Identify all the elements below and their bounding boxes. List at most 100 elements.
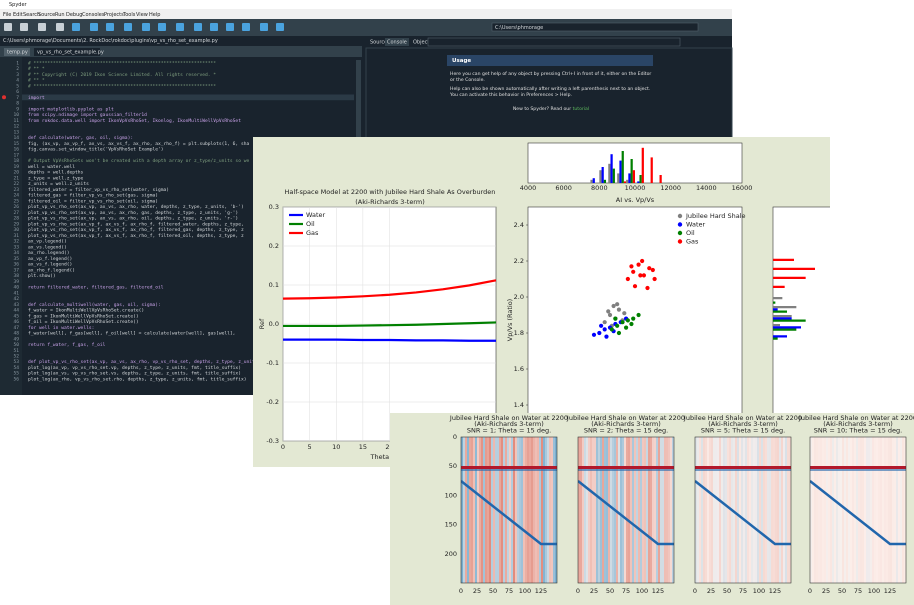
line-number: 40 [13, 285, 19, 291]
x-tick-label: 25 [590, 587, 598, 595]
noise-trace [481, 437, 483, 583]
noise-trace [672, 437, 674, 583]
noise-trace [602, 437, 604, 583]
menu-item[interactable]: Debug [66, 12, 82, 18]
noise-trace [604, 437, 606, 583]
figure-window: Half-space Model at 2200 with Jubilee Ha… [253, 137, 914, 467]
noise-trace [874, 437, 876, 583]
panel-title: SNR = 5; Theta = 15 deg. [701, 426, 785, 434]
code-line: def calculate(water, gas, oil, sigma): [28, 135, 133, 141]
noise-trace [882, 437, 884, 583]
noise-trace [755, 437, 757, 583]
editor-tab[interactable] [34, 48, 100, 56]
noise-trace [487, 437, 489, 583]
noise-trace [592, 437, 594, 583]
hist-bar [773, 317, 792, 320]
hist-bar [773, 337, 778, 340]
axes [460, 436, 558, 584]
tutorial-link[interactable]: tutorial [572, 106, 590, 112]
line-number: 20 [13, 170, 19, 176]
figure-window: Jubilee Hard Shale on Water at 2200(Aki-… [390, 413, 914, 605]
toolbar-button[interactable] [276, 23, 284, 31]
menu-item[interactable]: Search [23, 12, 40, 18]
scatter-point [641, 273, 647, 278]
line-number: 47 [13, 325, 19, 331]
toolbar-button[interactable] [260, 23, 268, 31]
menu-item[interactable]: Edit [13, 12, 23, 18]
noise-trace [717, 437, 719, 583]
menu-item[interactable]: Run [55, 12, 65, 18]
y-tick-label: 1.6 [514, 365, 524, 373]
line-number: 53 [13, 359, 19, 365]
menu-item[interactable]: Help [149, 12, 160, 18]
noise-trace [626, 437, 628, 583]
noise-trace [519, 437, 521, 583]
toolbar-button[interactable] [242, 23, 250, 31]
toolbar-button[interactable] [226, 23, 234, 31]
noise-trace [705, 437, 707, 583]
menu-item[interactable]: Projects [104, 12, 124, 18]
x-tick-label: 10 [332, 443, 340, 451]
noise-trace [860, 437, 862, 583]
toolbar-button[interactable] [158, 23, 166, 31]
noise-trace [541, 437, 543, 583]
hist-bar [773, 328, 797, 331]
noise-trace [600, 437, 602, 583]
noise-trace [697, 437, 699, 583]
toolbar-button[interactable] [90, 23, 98, 31]
noise-trace [745, 437, 747, 583]
title-bar [0, 0, 732, 9]
toolbar-button[interactable] [210, 23, 218, 31]
noise-trace [727, 437, 729, 583]
menu-item[interactable]: Source [38, 12, 55, 18]
menu-item[interactable]: Tools [122, 12, 136, 18]
noise-trace [662, 437, 664, 583]
y-tick-label: -0.2 [266, 398, 279, 406]
hist-bar [773, 258, 794, 261]
toolbar-button[interactable] [142, 23, 150, 31]
scatter-point [616, 330, 622, 336]
code-line: plot_vp_vs_rho_set(ax_vp_f, ax_vs_f, ax_… [28, 221, 244, 227]
scatter-point [638, 273, 643, 278]
toolbar-button[interactable] [38, 23, 46, 31]
menu-item[interactable]: View [136, 12, 148, 18]
tab-label: temp.py [7, 50, 28, 56]
toolbar-button[interactable] [106, 23, 114, 31]
menu-item[interactable]: File [3, 12, 11, 18]
x-tick-label: 75 [854, 587, 862, 595]
menu-item[interactable]: Consoles [82, 12, 105, 18]
noise-trace [515, 437, 517, 583]
noise-trace [586, 437, 588, 583]
noise-trace [670, 437, 672, 583]
noise-trace [531, 437, 533, 583]
noise-trace [580, 437, 582, 583]
editor-tab[interactable] [4, 48, 30, 56]
noise-trace [783, 437, 785, 583]
noise-trace [539, 437, 541, 583]
panel-title: SNR = 1; Theta = 15 deg. [467, 426, 551, 434]
hist-bar [592, 178, 595, 183]
noise-trace [606, 437, 608, 583]
toolbar-button[interactable] [124, 23, 132, 31]
toolbar-button[interactable] [20, 23, 28, 31]
scatter-point [623, 325, 629, 330]
toolbar-button[interactable] [194, 23, 202, 31]
object-input[interactable] [427, 37, 681, 47]
code-line: from scipy.ndimage import gaussian_filte… [28, 112, 147, 118]
noise-trace [654, 437, 656, 583]
toolbar-button[interactable] [4, 23, 12, 31]
line-number: 17 [13, 152, 19, 158]
toolbar-button[interactable] [176, 23, 184, 31]
cwd-box[interactable] [491, 22, 699, 32]
source-select[interactable] [385, 38, 409, 46]
legend-swatch [677, 213, 683, 219]
toolbar-button[interactable] [72, 23, 80, 31]
breakpoint[interactable] [2, 95, 6, 100]
reflector [578, 466, 674, 469]
noise-trace [656, 437, 658, 583]
noise-trace [888, 437, 890, 583]
toolbar-button[interactable] [56, 23, 64, 31]
noise-trace [537, 437, 539, 583]
code-line: f_gas = IkonMultiWellVpVsRhoSet.create() [28, 313, 139, 319]
line-number: 35 [13, 256, 19, 262]
